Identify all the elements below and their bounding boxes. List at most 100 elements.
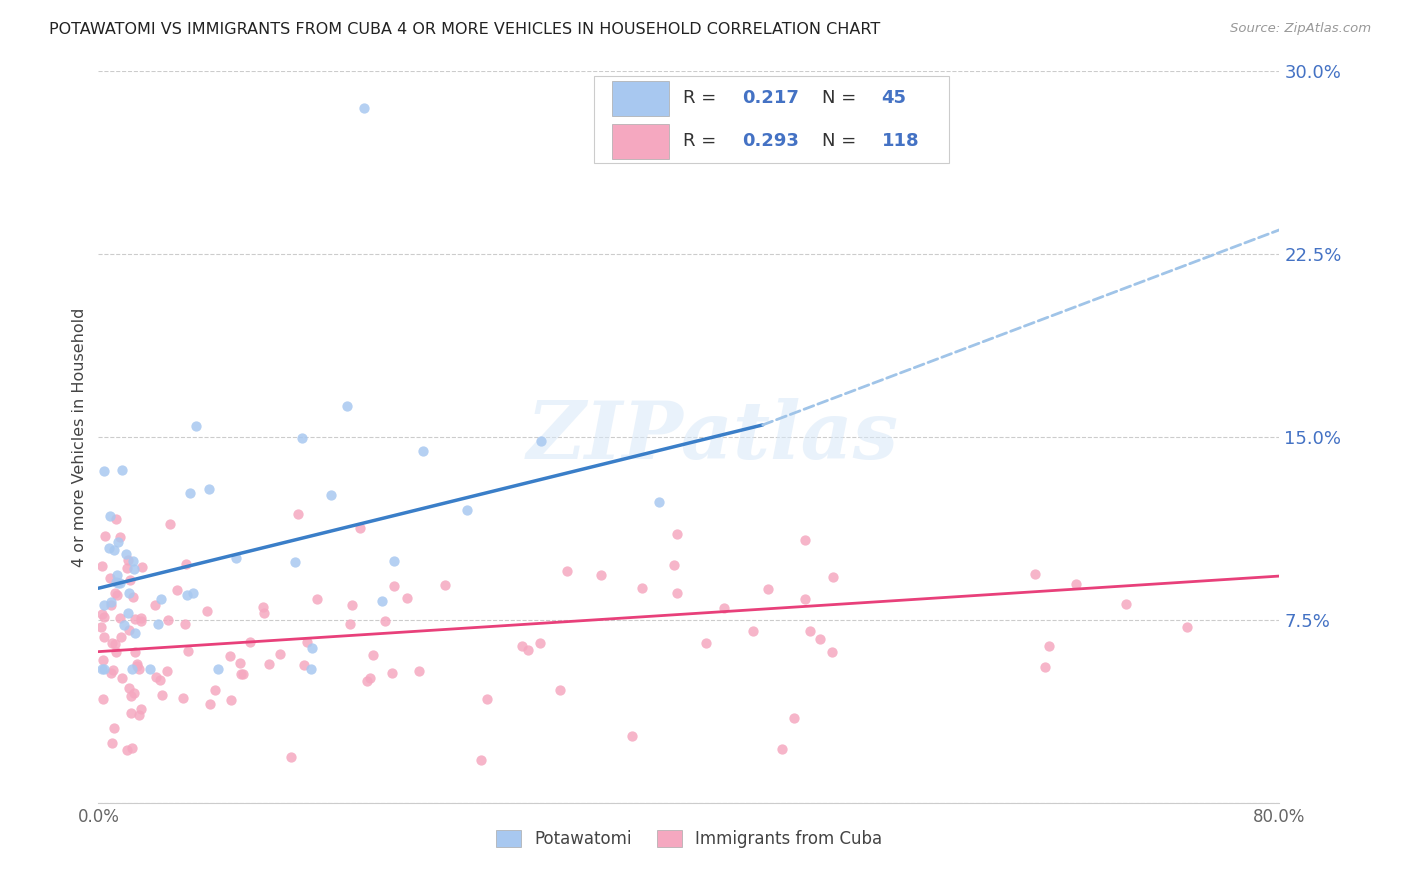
- Text: ZIPatlas: ZIPatlas: [526, 399, 898, 475]
- Point: [103, 585, 125, 599]
- Text: 0.293: 0.293: [742, 132, 799, 150]
- Point: [382, 579, 405, 593]
- Point: [284, 556, 307, 570]
- Text: R =: R =: [683, 132, 723, 150]
- Point: [128, 662, 150, 676]
- Text: N =: N =: [823, 89, 862, 107]
- Point: [100, 736, 122, 750]
- Point: [356, 674, 378, 689]
- Point: [808, 632, 831, 646]
- Point: [100, 595, 122, 609]
- Point: [111, 463, 134, 477]
- Point: [105, 588, 128, 602]
- Point: [173, 617, 195, 632]
- Point: [143, 598, 166, 612]
- Point: [219, 692, 242, 706]
- Point: [100, 508, 122, 523]
- Point: [384, 554, 406, 568]
- Point: [225, 550, 247, 565]
- Bar: [612, 124, 669, 159]
- Point: [100, 598, 122, 612]
- Point: [184, 418, 207, 433]
- Point: [125, 657, 148, 671]
- FancyBboxPatch shape: [595, 77, 949, 163]
- Point: [129, 615, 152, 629]
- Point: [118, 585, 141, 599]
- Point: [457, 503, 479, 517]
- Point: [103, 721, 125, 735]
- Point: [117, 606, 139, 620]
- Point: [195, 604, 218, 618]
- Point: [412, 444, 434, 458]
- Text: Source: ZipAtlas.com: Source: ZipAtlas.com: [1230, 22, 1371, 36]
- Point: [631, 582, 654, 596]
- Point: [339, 617, 361, 632]
- Point: [301, 641, 323, 656]
- Point: [121, 740, 143, 755]
- Point: [555, 564, 578, 578]
- Point: [114, 617, 136, 632]
- Point: [124, 612, 146, 626]
- Point: [198, 483, 221, 497]
- Point: [269, 647, 291, 661]
- Point: [90, 620, 112, 634]
- Point: [100, 571, 122, 585]
- Point: [770, 742, 793, 756]
- Point: [118, 624, 141, 638]
- Point: [510, 639, 533, 653]
- Point: [145, 670, 167, 684]
- Point: [115, 560, 138, 574]
- Point: [129, 702, 152, 716]
- Point: [110, 630, 132, 644]
- Point: [146, 617, 169, 632]
- Point: [122, 562, 145, 576]
- Point: [139, 662, 162, 676]
- Point: [176, 588, 198, 602]
- Point: [150, 688, 173, 702]
- Point: [434, 578, 457, 592]
- Point: [294, 658, 316, 673]
- Point: [530, 434, 553, 448]
- Point: [93, 465, 115, 479]
- Bar: [612, 80, 669, 116]
- Point: [110, 531, 132, 545]
- Text: R =: R =: [683, 89, 723, 107]
- Point: [111, 671, 134, 685]
- Point: [361, 648, 384, 662]
- Point: [794, 533, 817, 547]
- Point: [101, 636, 124, 650]
- Point: [117, 681, 139, 695]
- Point: [93, 630, 115, 644]
- Point: [107, 535, 129, 549]
- Point: [287, 507, 309, 521]
- Point: [1024, 566, 1046, 581]
- Point: [342, 598, 364, 612]
- Text: 118: 118: [882, 132, 920, 150]
- Point: [374, 614, 396, 628]
- Point: [517, 643, 540, 657]
- Point: [648, 494, 671, 508]
- Point: [1064, 577, 1087, 591]
- Point: [232, 666, 254, 681]
- Point: [91, 692, 114, 706]
- Point: [120, 573, 142, 587]
- Point: [589, 568, 612, 582]
- Text: 0.217: 0.217: [742, 89, 799, 107]
- Point: [149, 592, 172, 607]
- Point: [91, 653, 114, 667]
- Point: [104, 512, 127, 526]
- Point: [179, 485, 201, 500]
- Point: [529, 635, 551, 649]
- Point: [207, 662, 229, 676]
- Point: [105, 645, 128, 659]
- Point: [239, 635, 262, 649]
- Point: [793, 591, 815, 606]
- Point: [253, 607, 276, 621]
- Point: [108, 575, 131, 590]
- Point: [783, 711, 806, 725]
- Point: [662, 558, 685, 573]
- Point: [742, 624, 765, 638]
- Text: N =: N =: [823, 132, 862, 150]
- Point: [396, 591, 419, 605]
- Point: [107, 576, 129, 591]
